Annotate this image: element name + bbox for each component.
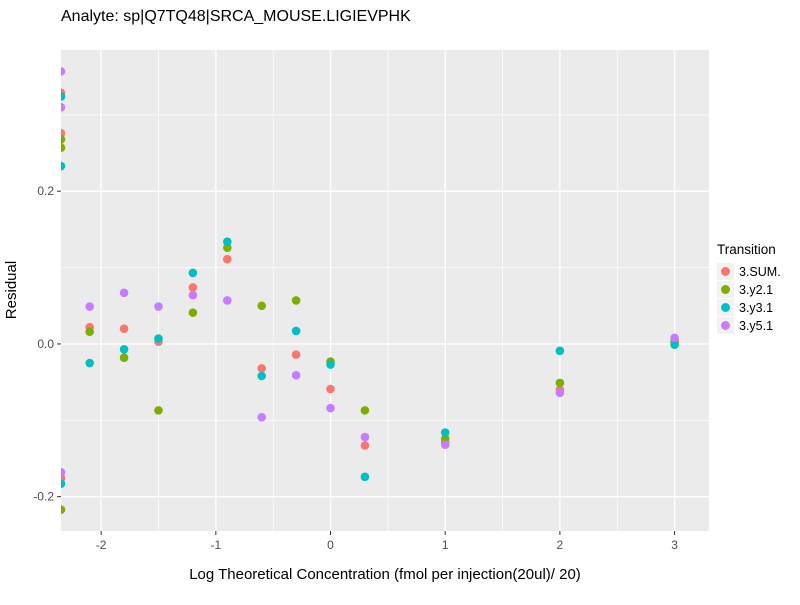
y-tick-label: 0.0 <box>37 337 54 351</box>
data-point <box>188 290 198 300</box>
data-point <box>154 334 163 343</box>
legend-item-label: 3.SUM. <box>739 264 781 279</box>
data-point <box>119 324 129 333</box>
legend-key <box>717 263 734 280</box>
x-tick-label: 3 <box>671 538 678 552</box>
data-point <box>61 479 66 488</box>
legend-item-label: 3.y3.1 <box>739 300 774 315</box>
data-point <box>326 360 335 369</box>
data-point <box>188 268 198 278</box>
data-point <box>223 254 232 264</box>
data-point <box>440 434 450 443</box>
data-point <box>257 364 267 373</box>
legend-item: 3.SUM. <box>717 263 781 280</box>
x-tick-label: -1 <box>210 538 221 552</box>
legend-dot-icon <box>721 267 730 276</box>
legend-key <box>717 281 734 298</box>
y-axis-label: Residual <box>3 261 20 319</box>
data-point <box>61 135 66 144</box>
data-point <box>61 67 66 76</box>
axis-ticks: -2 -1 0 1 2 3 0.2 0.0 -0.2 <box>33 184 678 552</box>
data-point <box>360 406 370 415</box>
legend-item: 3.y3.1 <box>717 299 781 316</box>
x-tick-label: 1 <box>442 538 449 552</box>
data-point <box>257 371 267 381</box>
plot-panel <box>61 50 709 531</box>
data-point <box>188 283 198 292</box>
data-point <box>291 370 301 380</box>
y-tick-label: 0.2 <box>37 184 54 198</box>
data-point <box>440 440 450 450</box>
legend-key <box>717 317 734 334</box>
legend-item: 3.y2.1 <box>717 281 781 298</box>
plot-title: Analyte: sp|Q7TQ48|SRCA_MOUSE.LIGIEVPHK <box>61 8 411 25</box>
data-point <box>223 296 232 305</box>
data-point <box>61 505 66 514</box>
legend-dot-icon <box>721 285 730 294</box>
data-point <box>119 288 129 298</box>
legend-title: Transition <box>717 242 776 257</box>
data-point <box>85 358 94 368</box>
data-point <box>61 143 66 153</box>
data-point <box>61 92 66 101</box>
y-tick-label: -0.2 <box>33 490 54 504</box>
data-point <box>291 326 301 336</box>
data-point <box>291 296 301 305</box>
legend-item-label: 3.y2.1 <box>739 282 774 297</box>
data-points <box>61 67 679 514</box>
data-point <box>360 441 370 450</box>
data-point <box>223 243 232 253</box>
data-point <box>555 388 565 398</box>
x-tick-label: -2 <box>96 538 107 552</box>
data-point <box>85 327 94 337</box>
data-point <box>360 432 370 442</box>
data-point <box>154 302 163 311</box>
data-point <box>326 403 335 413</box>
data-point <box>119 344 129 354</box>
legend-item: 3.y5.1 <box>717 317 781 334</box>
data-point <box>326 384 335 394</box>
data-point <box>555 378 565 388</box>
data-point <box>61 161 66 171</box>
data-point <box>154 406 163 415</box>
data-point <box>440 428 450 437</box>
data-point <box>670 340 679 350</box>
data-point <box>61 102 66 112</box>
data-point <box>360 472 370 482</box>
data-point <box>257 301 267 311</box>
data-point <box>188 308 198 317</box>
x-tick-label: 2 <box>557 538 564 552</box>
x-axis-label: Log Theoretical Concentration (fmol per … <box>189 566 581 583</box>
legend-dot-icon <box>721 321 730 330</box>
data-point <box>85 302 94 311</box>
data-point <box>119 353 129 362</box>
x-tick-label: 0 <box>327 538 334 552</box>
legend: Transition 3.SUM. 3.y2.1 3.y3.1 3.y5.1 <box>717 242 781 335</box>
legend-dot-icon <box>721 303 730 312</box>
data-point <box>61 467 66 477</box>
legend-items: 3.SUM. 3.y2.1 3.y3.1 3.y5.1 <box>717 263 781 334</box>
data-point <box>291 350 301 359</box>
data-point <box>223 237 232 246</box>
data-point <box>670 333 679 343</box>
data-point <box>555 346 565 356</box>
data-point <box>257 412 267 422</box>
legend-key <box>717 299 734 316</box>
legend-item-label: 3.y5.1 <box>739 318 774 333</box>
gridlines <box>61 50 709 531</box>
